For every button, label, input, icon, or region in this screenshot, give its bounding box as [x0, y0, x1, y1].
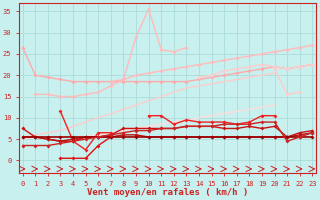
- X-axis label: Vent moyen/en rafales ( km/h ): Vent moyen/en rafales ( km/h ): [87, 188, 248, 197]
